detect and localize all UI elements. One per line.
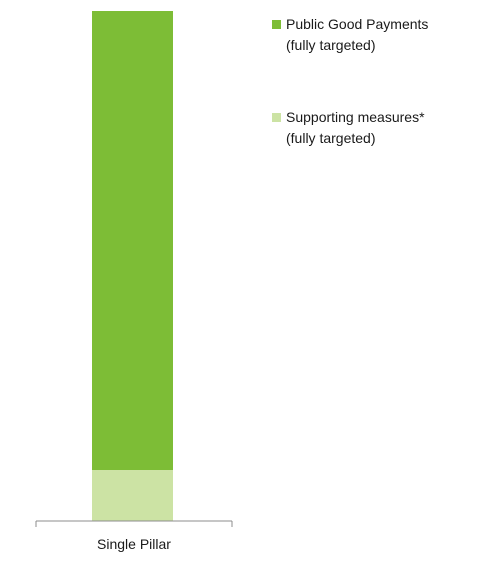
- legend-label-line-2: (fully targeted): [286, 37, 376, 53]
- legend-swatch-supporting-measures: [272, 113, 281, 122]
- legend-label-line-1: Supporting measures*: [286, 109, 425, 125]
- legend-item-public-good-payments: Public Good Payments (fully targeted): [272, 14, 482, 56]
- bar-segment-public-good-payments: [92, 11, 173, 470]
- legend-swatch-public-good-payments: [272, 20, 281, 29]
- x-tick-label: Single Pillar: [97, 536, 171, 552]
- bar-stack: [92, 11, 173, 521]
- legend-label-line-2: (fully targeted): [286, 130, 376, 146]
- legend-item-supporting-measures: Supporting measures* (fully targeted): [272, 107, 482, 149]
- legend: Public Good Payments (fully targeted) Su…: [272, 14, 482, 149]
- legend-label-line-1: Public Good Payments: [286, 16, 429, 32]
- bar-segment-supporting-measures: [92, 470, 173, 521]
